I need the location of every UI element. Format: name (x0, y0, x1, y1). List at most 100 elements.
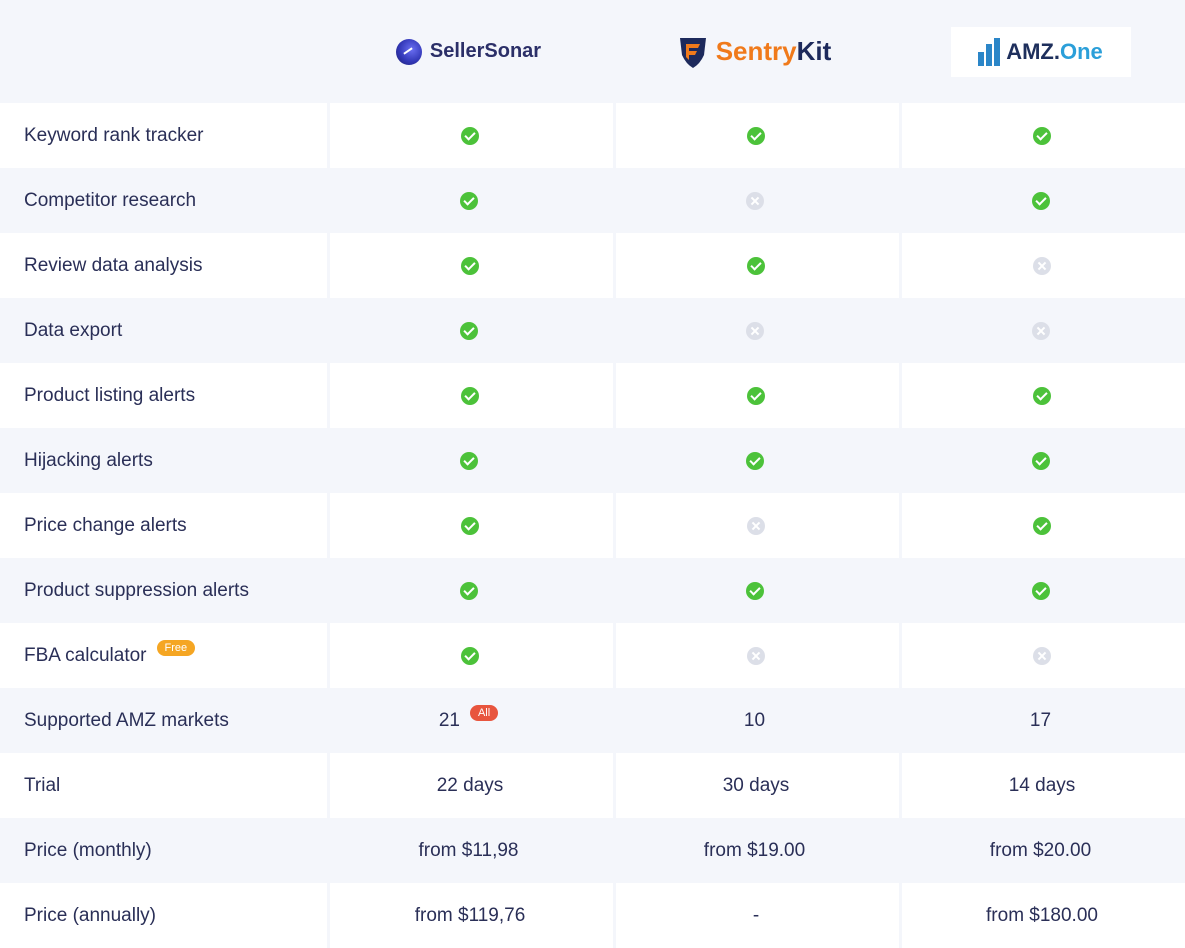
check-icon (459, 581, 478, 600)
sentrykit-logo: SentryKit (678, 35, 831, 69)
value-text: 10 (743, 709, 766, 731)
value-cell: 21 All (327, 688, 613, 753)
value-cell (899, 233, 1185, 298)
check-icon (459, 451, 478, 470)
value-text: from $119,76 (414, 904, 526, 926)
check-icon (461, 126, 479, 145)
check-icon (459, 321, 478, 340)
value-text: 22 days (436, 774, 504, 796)
feature-label: Price (annually) (24, 904, 156, 926)
sonar-icon (395, 38, 422, 65)
value-cell: from $19.00 (613, 818, 899, 883)
check-icon (747, 386, 765, 405)
value-cell: from $20.00 (899, 818, 1185, 883)
feature-label-cell: Price change alerts (0, 493, 327, 558)
feature-label: Hijacking alerts (24, 449, 153, 471)
value-text: 21 (438, 709, 460, 731)
feature-label-cell: Price (annually) (0, 883, 327, 948)
value-cell (613, 493, 899, 558)
value-cell (899, 493, 1185, 558)
check-icon (1033, 386, 1051, 405)
value-cell (327, 168, 613, 233)
feature-label: Product listing alerts (24, 384, 196, 406)
cross-icon (1031, 321, 1050, 340)
check-icon (1031, 191, 1050, 210)
check-icon (747, 256, 765, 275)
value-cell (613, 623, 899, 688)
cross-icon (1033, 646, 1051, 665)
value-cell (899, 298, 1185, 363)
value-cell: 30 days (613, 753, 899, 818)
value-cell: 14 days (899, 753, 1185, 818)
feature-label-cell: Supported AMZ markets (0, 688, 327, 753)
value-cell (613, 233, 899, 298)
value-cell: 10 (613, 688, 899, 753)
check-icon (1031, 581, 1050, 600)
check-icon (1033, 126, 1051, 145)
value-cell (613, 558, 899, 623)
value-cell (899, 363, 1185, 428)
feature-label: Product suppression alerts (24, 579, 249, 601)
check-icon (747, 126, 765, 145)
header-sentrykit: SentryKit (613, 0, 899, 103)
value-cell (899, 558, 1185, 623)
value-text: 30 days (722, 774, 790, 796)
feature-label-cell: Keyword rank tracker (0, 103, 327, 168)
value-cell (613, 298, 899, 363)
value-cell (613, 168, 899, 233)
bars-icon (978, 37, 1001, 66)
value-cell (327, 623, 613, 688)
check-icon (461, 516, 479, 535)
feature-label-cell: Price (monthly) (0, 818, 327, 883)
amzone-name-amz: AMZ. (1006, 38, 1060, 64)
value-text: from $20.00 (989, 839, 1092, 861)
feature-label-cell: Product listing alerts (0, 363, 327, 428)
value-cell: - (613, 883, 899, 948)
value-cell: 22 days (327, 753, 613, 818)
check-icon (745, 581, 764, 600)
value-cell: 17 (899, 688, 1185, 753)
value-cell (613, 103, 899, 168)
check-icon (1031, 451, 1050, 470)
header-sellersonar: SellerSonar (327, 0, 613, 103)
value-cell (327, 558, 613, 623)
value-cell (899, 623, 1185, 688)
feature-label-cell: Review data analysis (0, 233, 327, 298)
value-text: - (752, 904, 760, 926)
feature-label-cell: FBA calculator Free (0, 623, 327, 688)
feature-label-cell: Trial (0, 753, 327, 818)
value-cell (327, 103, 613, 168)
value-cell (327, 363, 613, 428)
all-badge: All (469, 704, 499, 721)
sentrykit-name-sentry: Sentry (715, 36, 797, 66)
check-icon (1033, 516, 1051, 535)
feature-label: Data export (24, 319, 123, 341)
cross-icon (747, 646, 765, 665)
feature-label: FBA calculator (24, 644, 147, 666)
feature-label-cell: Product suppression alerts (0, 558, 327, 623)
feature-label: Competitor research (24, 189, 197, 211)
check-icon (461, 256, 479, 275)
free-badge: Free (156, 639, 196, 656)
feature-label-cell: Hijacking alerts (0, 428, 327, 493)
value-cell (899, 428, 1185, 493)
header-empty-cell (0, 0, 327, 103)
value-cell: from $119,76 (327, 883, 613, 948)
check-icon (745, 451, 764, 470)
value-cell (613, 363, 899, 428)
value-cell (327, 428, 613, 493)
cross-icon (1033, 256, 1051, 275)
sellersonar-logo: SellerSonar (395, 38, 541, 65)
value-cell (327, 298, 613, 363)
feature-label: Review data analysis (24, 254, 203, 276)
feature-label: Supported AMZ markets (24, 709, 229, 731)
value-text: 14 days (1008, 774, 1076, 796)
feature-label: Price (monthly) (24, 839, 152, 861)
feature-label: Price change alerts (24, 514, 187, 536)
value-text: from $180.00 (986, 904, 1098, 926)
value-cell (327, 493, 613, 558)
feature-label-cell: Competitor research (0, 168, 327, 233)
feature-label: Trial (24, 774, 61, 796)
feature-label: Keyword rank tracker (24, 124, 204, 146)
